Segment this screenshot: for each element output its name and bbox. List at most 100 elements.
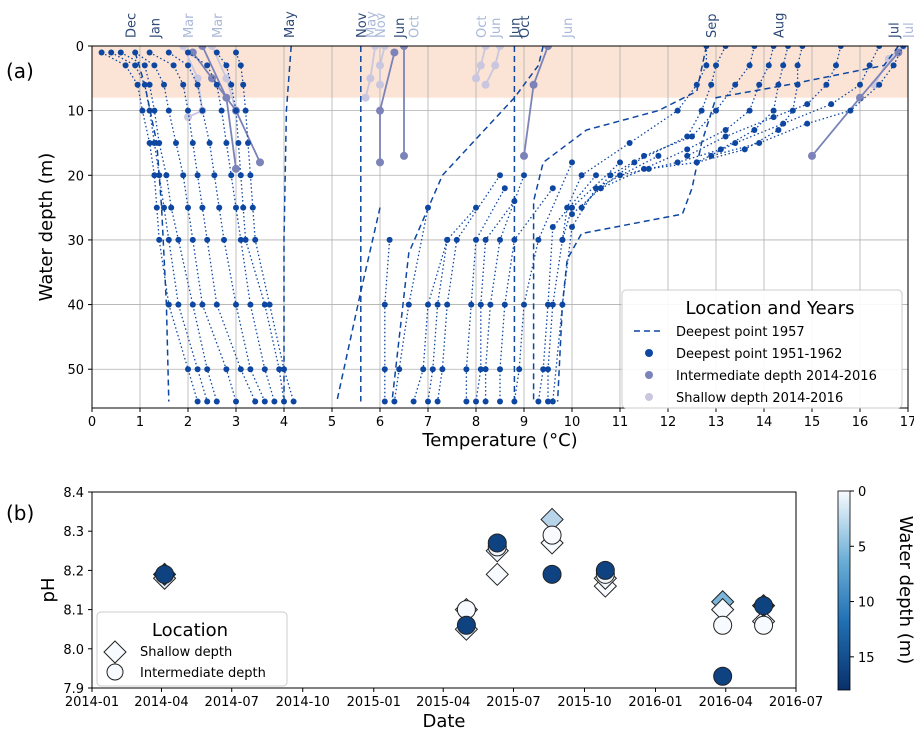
profile-point-deepest-point-1951-1962 xyxy=(569,204,575,211)
profile-point-deepest-point-1951-1962 xyxy=(247,301,254,308)
profile-point-deepest-point-1951-1962 xyxy=(535,236,542,243)
profile-point-deepest-point-1951-1962 xyxy=(425,398,431,405)
legend-b-title: Location xyxy=(152,620,228,641)
profile-point-deepest-point-1951-1962 xyxy=(641,152,647,159)
profile-line-deepest-point-1957 xyxy=(134,52,170,402)
profile-point-deepest-point-1951-1962 xyxy=(847,107,854,114)
profile-point-deepest-point-1951-1962 xyxy=(180,172,187,179)
y-tick-label: 10 xyxy=(67,105,84,120)
profile-point-deepest-point-1951-1962 xyxy=(245,139,251,146)
profile-point-deepest-point-1951-1962 xyxy=(271,398,278,405)
profile-line-deepest-point-1951-1962 xyxy=(110,51,208,402)
profile-point-deepest-point-1951-1962 xyxy=(381,301,388,308)
profile-point-deepest-point-1951-1962 xyxy=(799,46,806,49)
profile-point-deepest-point-1951-1962 xyxy=(425,301,431,308)
legend-b-entry-intermediate: Intermediate depth xyxy=(140,666,266,681)
y-tick-label: 8.3 xyxy=(63,525,84,540)
profile-point-shallow-depth-2014-2016 xyxy=(376,61,384,70)
profile-point-deepest-point-1951-1962 xyxy=(381,398,388,405)
profile-point-deepest-point-1951-1962 xyxy=(549,224,556,230)
profile-point-deepest-point-1951-1962 xyxy=(511,398,518,405)
profile-point-deepest-point-1951-1962 xyxy=(549,398,556,405)
profile-point-deepest-point-1951-1962 xyxy=(189,139,196,146)
profile-point-deepest-point-1951-1962 xyxy=(713,62,719,69)
panel-a-y-ticks: 0 10 20 30 40 50 xyxy=(67,40,92,378)
profile-point-deepest-point-1951-1962 xyxy=(108,49,115,56)
profile-point-deepest-point-1951-1962 xyxy=(473,236,479,243)
legend-box xyxy=(621,289,903,409)
legend-swatch-deep-1951-1962 xyxy=(645,349,653,357)
x-tick-label: 17 xyxy=(900,415,914,430)
profile-point-deepest-point-1951-1962 xyxy=(693,81,700,88)
x-tick-label: 10 xyxy=(564,415,581,430)
profile-line-deepest-point-1951-1962 xyxy=(393,207,429,402)
month-label: Oct xyxy=(475,16,490,38)
profile-point-deepest-point-1951-1962 xyxy=(866,62,873,69)
month-label: Jun xyxy=(489,18,504,39)
profile-point-deepest-point-1951-1962 xyxy=(569,224,575,230)
panel-b-points xyxy=(152,507,776,686)
profile-point-intermediate-depth-2014-2016 xyxy=(400,151,408,160)
profile-point-deepest-point-1951-1962 xyxy=(216,204,223,211)
month-label: Mar xyxy=(211,13,226,38)
profile-point-deepest-point-1951-1962 xyxy=(189,236,196,243)
profile-point-deepest-point-1951-1962 xyxy=(828,101,835,108)
profile-point-deepest-point-1951-1962 xyxy=(785,46,791,49)
profile-point-deepest-point-1951-1962 xyxy=(545,398,551,405)
profile-point-deepest-point-1951-1962 xyxy=(237,62,244,69)
profile-point-deepest-point-1951-1962 xyxy=(564,204,571,211)
profile-point-deepest-point-1951-1962 xyxy=(593,172,599,179)
profile-point-intermediate-depth-2014-2016 xyxy=(376,106,384,115)
profile-point-shallow-depth-2014-2016 xyxy=(481,80,490,89)
profile-point-deepest-point-1951-1962 xyxy=(117,49,124,56)
profile-point-deepest-point-1951-1962 xyxy=(228,81,235,88)
profile-line-deepest-point-1951-1962 xyxy=(499,187,554,402)
panel-a-x-ticks: 0 1 2 3 4 5 6 7 8 9 10 11 12 13 14 15 16 17 xyxy=(88,408,914,430)
profile-point-deepest-point-1951-1962 xyxy=(756,81,763,88)
x-tick-label: 2015-01 xyxy=(347,695,401,710)
profile-point-deepest-point-1951-1962 xyxy=(151,172,158,179)
x-tick-label: 0 xyxy=(88,415,96,430)
profile-point-deepest-point-1951-1962 xyxy=(199,301,206,308)
panel-a-label: (a) xyxy=(6,59,34,83)
profile-point-deepest-point-1951-1962 xyxy=(122,62,129,69)
profile-point-deepest-point-1951-1962 xyxy=(756,139,763,146)
panel-a-y-axis-label: Water depth (m) xyxy=(36,153,57,302)
profile-point-deepest-point-1951-1962 xyxy=(98,49,105,56)
profile-point-deepest-point-1951-1962 xyxy=(153,204,160,211)
profile-point-deepest-point-1951-1962 xyxy=(233,107,239,114)
profile-point-deepest-point-1951-1962 xyxy=(233,301,239,308)
x-tick-label: 16 xyxy=(852,415,869,430)
profile-point-deepest-point-1951-1962 xyxy=(175,236,182,243)
profile-point-deepest-point-1951-1962 xyxy=(249,204,256,211)
profile-point-deepest-point-1951-1962 xyxy=(468,301,475,308)
panel-b-legend: Location Shallow depth Intermediate dept… xyxy=(96,611,288,687)
profile-point-deepest-point-1951-1962 xyxy=(165,49,172,56)
profile-line-deepest-point-1957 xyxy=(283,46,292,402)
profile-point-deepest-point-1951-1962 xyxy=(206,139,213,146)
profile-point-intermediate-depth-2014-2016 xyxy=(544,46,552,50)
profile-point-deepest-point-1951-1962 xyxy=(876,46,883,49)
profile-point-deepest-point-1951-1962 xyxy=(751,46,758,49)
ph-point-intermediate xyxy=(542,564,562,584)
profile-point-deepest-point-1951-1962 xyxy=(535,398,542,405)
profile-point-deepest-point-1951-1962 xyxy=(237,172,244,179)
profile-point-deepest-point-1951-1962 xyxy=(141,62,148,69)
profile-point-deepest-point-1951-1962 xyxy=(213,81,220,88)
legend-b-swatch-intermediate xyxy=(106,663,124,681)
profile-point-deepest-point-1951-1962 xyxy=(218,107,225,114)
ph-point-intermediate xyxy=(487,533,507,553)
profile-point-deepest-point-1951-1962 xyxy=(444,236,451,243)
profile-line-deepest-point-1957 xyxy=(336,207,381,402)
x-tick-label: 11 xyxy=(612,415,629,430)
legend-b-entry-shallow: Shallow depth xyxy=(140,645,232,660)
panel-a-legend: Location and Years Deepest point 1957 De… xyxy=(621,289,903,409)
x-tick-label: 2014-04 xyxy=(134,695,188,710)
y-tick-label: 40 xyxy=(67,299,84,314)
ph-point-intermediate xyxy=(595,560,615,580)
profile-point-intermediate-depth-2014-2016 xyxy=(808,151,816,160)
profile-point-deepest-point-1951-1962 xyxy=(770,46,777,49)
profile-point-deepest-point-1951-1962 xyxy=(204,366,211,373)
profile-point-deepest-point-1951-1962 xyxy=(146,139,153,146)
